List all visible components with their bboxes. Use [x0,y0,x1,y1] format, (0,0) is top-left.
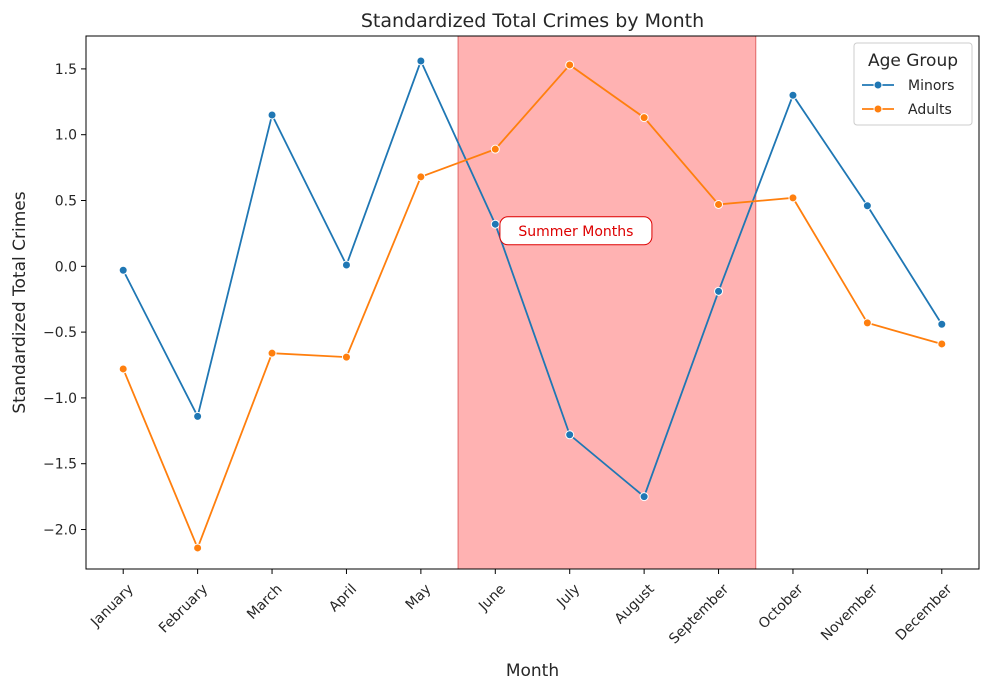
y-axis-label: Standardized Total Crimes [10,191,30,413]
data-point [341,260,351,270]
chart-title: Standardized Total Crimes by Month [361,10,704,32]
data-point [193,543,203,553]
x-axis-label: Month [506,661,559,681]
data-point [416,172,426,182]
y-tick-label: −1.0 [43,391,77,407]
x-tick-label: April [326,581,360,615]
x-tick-label: August [612,581,658,627]
series-line [122,58,943,499]
data-point [714,286,724,296]
y-tick-label: 1.5 [55,62,77,78]
x-tick-label: February [156,581,211,636]
x-tick-label: July [553,581,583,611]
data-point [639,492,649,502]
x-tick-label: June [475,581,509,615]
x-tick-label: September [666,581,732,647]
legend-label: Minors [908,78,954,94]
x-tick-label: March [244,581,285,622]
data-point [118,265,128,275]
legend-box [853,42,973,126]
data-point [267,348,277,358]
y-tick-label: −2.0 [43,523,77,539]
annotation-box [499,216,653,246]
legend-item-minors: Minors [862,78,954,94]
summer-annotation: Summer Months [499,216,653,246]
annotation-label: Summer Months [518,224,633,240]
legend-item-adults: Adults [862,102,952,118]
data-point [193,411,203,421]
legend-swatch-marker [873,80,883,90]
highlight-region [458,36,756,569]
legend: Age Group Minors Adults [853,42,973,126]
data-point [862,318,872,328]
data-point [639,113,649,123]
y-tick-label: 0.5 [55,194,77,210]
data-point [937,319,947,329]
data-point [490,219,500,229]
x-tick-label: November [818,581,881,644]
y-tick-label: 1.0 [55,128,77,144]
x-tick-label: December [893,581,956,644]
data-point [416,56,426,66]
data-point [267,110,277,120]
data-point [341,352,351,362]
x-tick-label: October [756,581,807,632]
data-point [862,201,872,211]
series-minors [118,56,947,502]
series-adults [118,60,947,553]
data-point [937,339,947,349]
x-tick-label: January [87,581,137,631]
summer-highlight [457,36,757,569]
series-line [122,63,943,551]
y-tick-label: 0.0 [55,259,77,275]
data-point [565,430,575,440]
data-point [490,144,500,154]
legend-title: Age Group [868,51,958,71]
y-tick-label: −0.5 [43,325,77,341]
legend-swatch-marker [873,104,883,114]
data-point [714,199,724,209]
x-tick-label: May [403,581,435,613]
series-lines [118,56,947,553]
data-point [565,60,575,70]
y-tick-label: −1.5 [43,457,77,473]
data-point [788,90,798,100]
plot-frame [85,35,980,570]
data-point [118,364,128,374]
legend-items: Minors Adults [862,78,954,118]
legend-label: Adults [908,102,952,118]
data-point [788,193,798,203]
